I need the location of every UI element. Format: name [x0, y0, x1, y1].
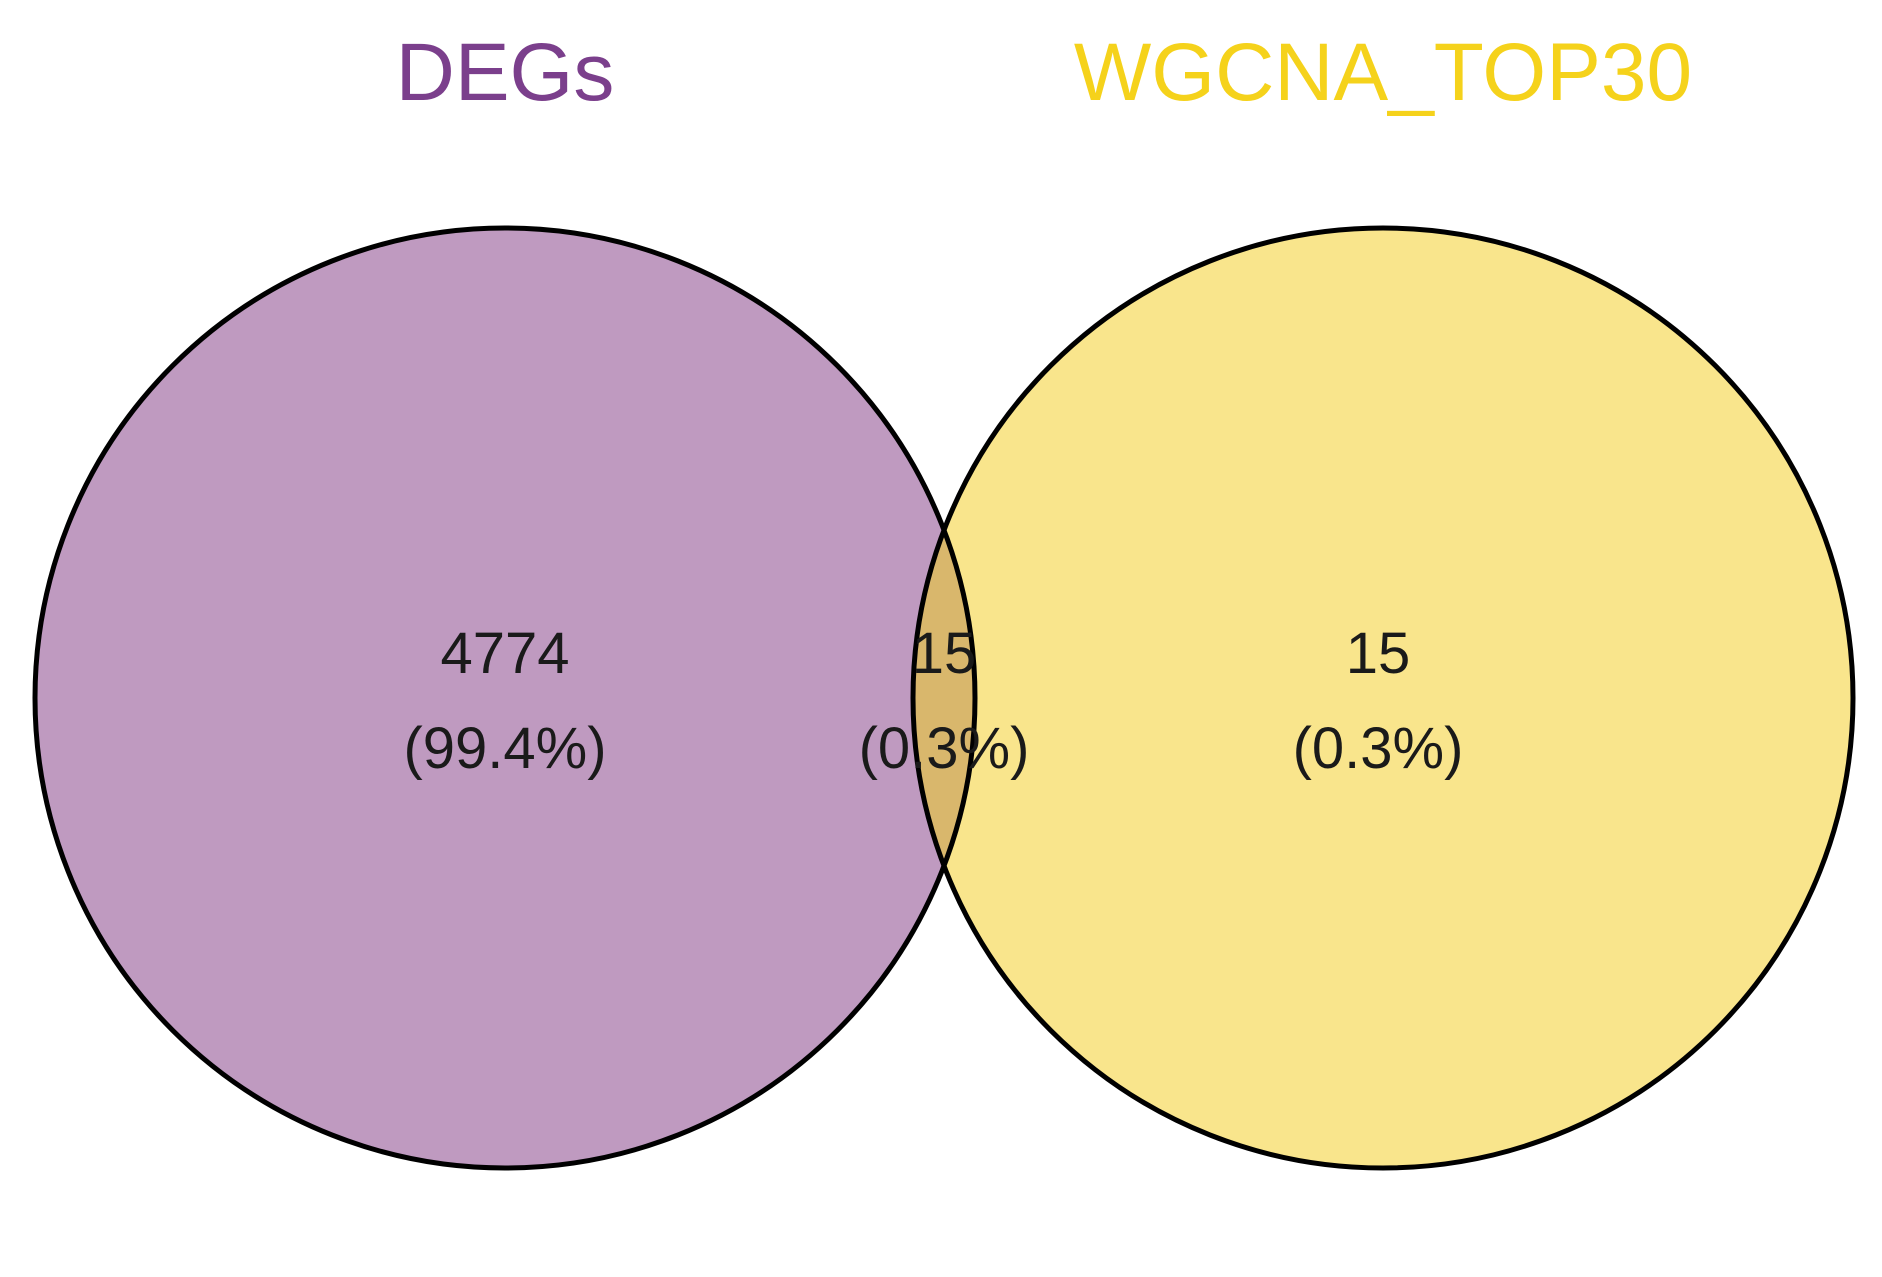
wgcna-only-count: 15: [1346, 621, 1411, 686]
degs-circle: [35, 228, 975, 1168]
degs-only-count: 4774: [440, 621, 569, 686]
set-label-wgcna-top30: WGCNA_TOP30: [1074, 27, 1692, 118]
degs-circle-outline: [32, 225, 978, 1171]
intersection-percent: (0.3%): [859, 716, 1030, 781]
wgcna-top30-circle-outline: [910, 225, 1856, 1171]
set-label-degs: DEGs: [396, 27, 615, 118]
wgcna-top30-circle: [913, 228, 1853, 1168]
degs-only-percent: (99.4%): [403, 716, 606, 781]
intersection-count: 15: [912, 621, 977, 686]
wgcna-only-percent: (0.3%): [1293, 716, 1464, 781]
